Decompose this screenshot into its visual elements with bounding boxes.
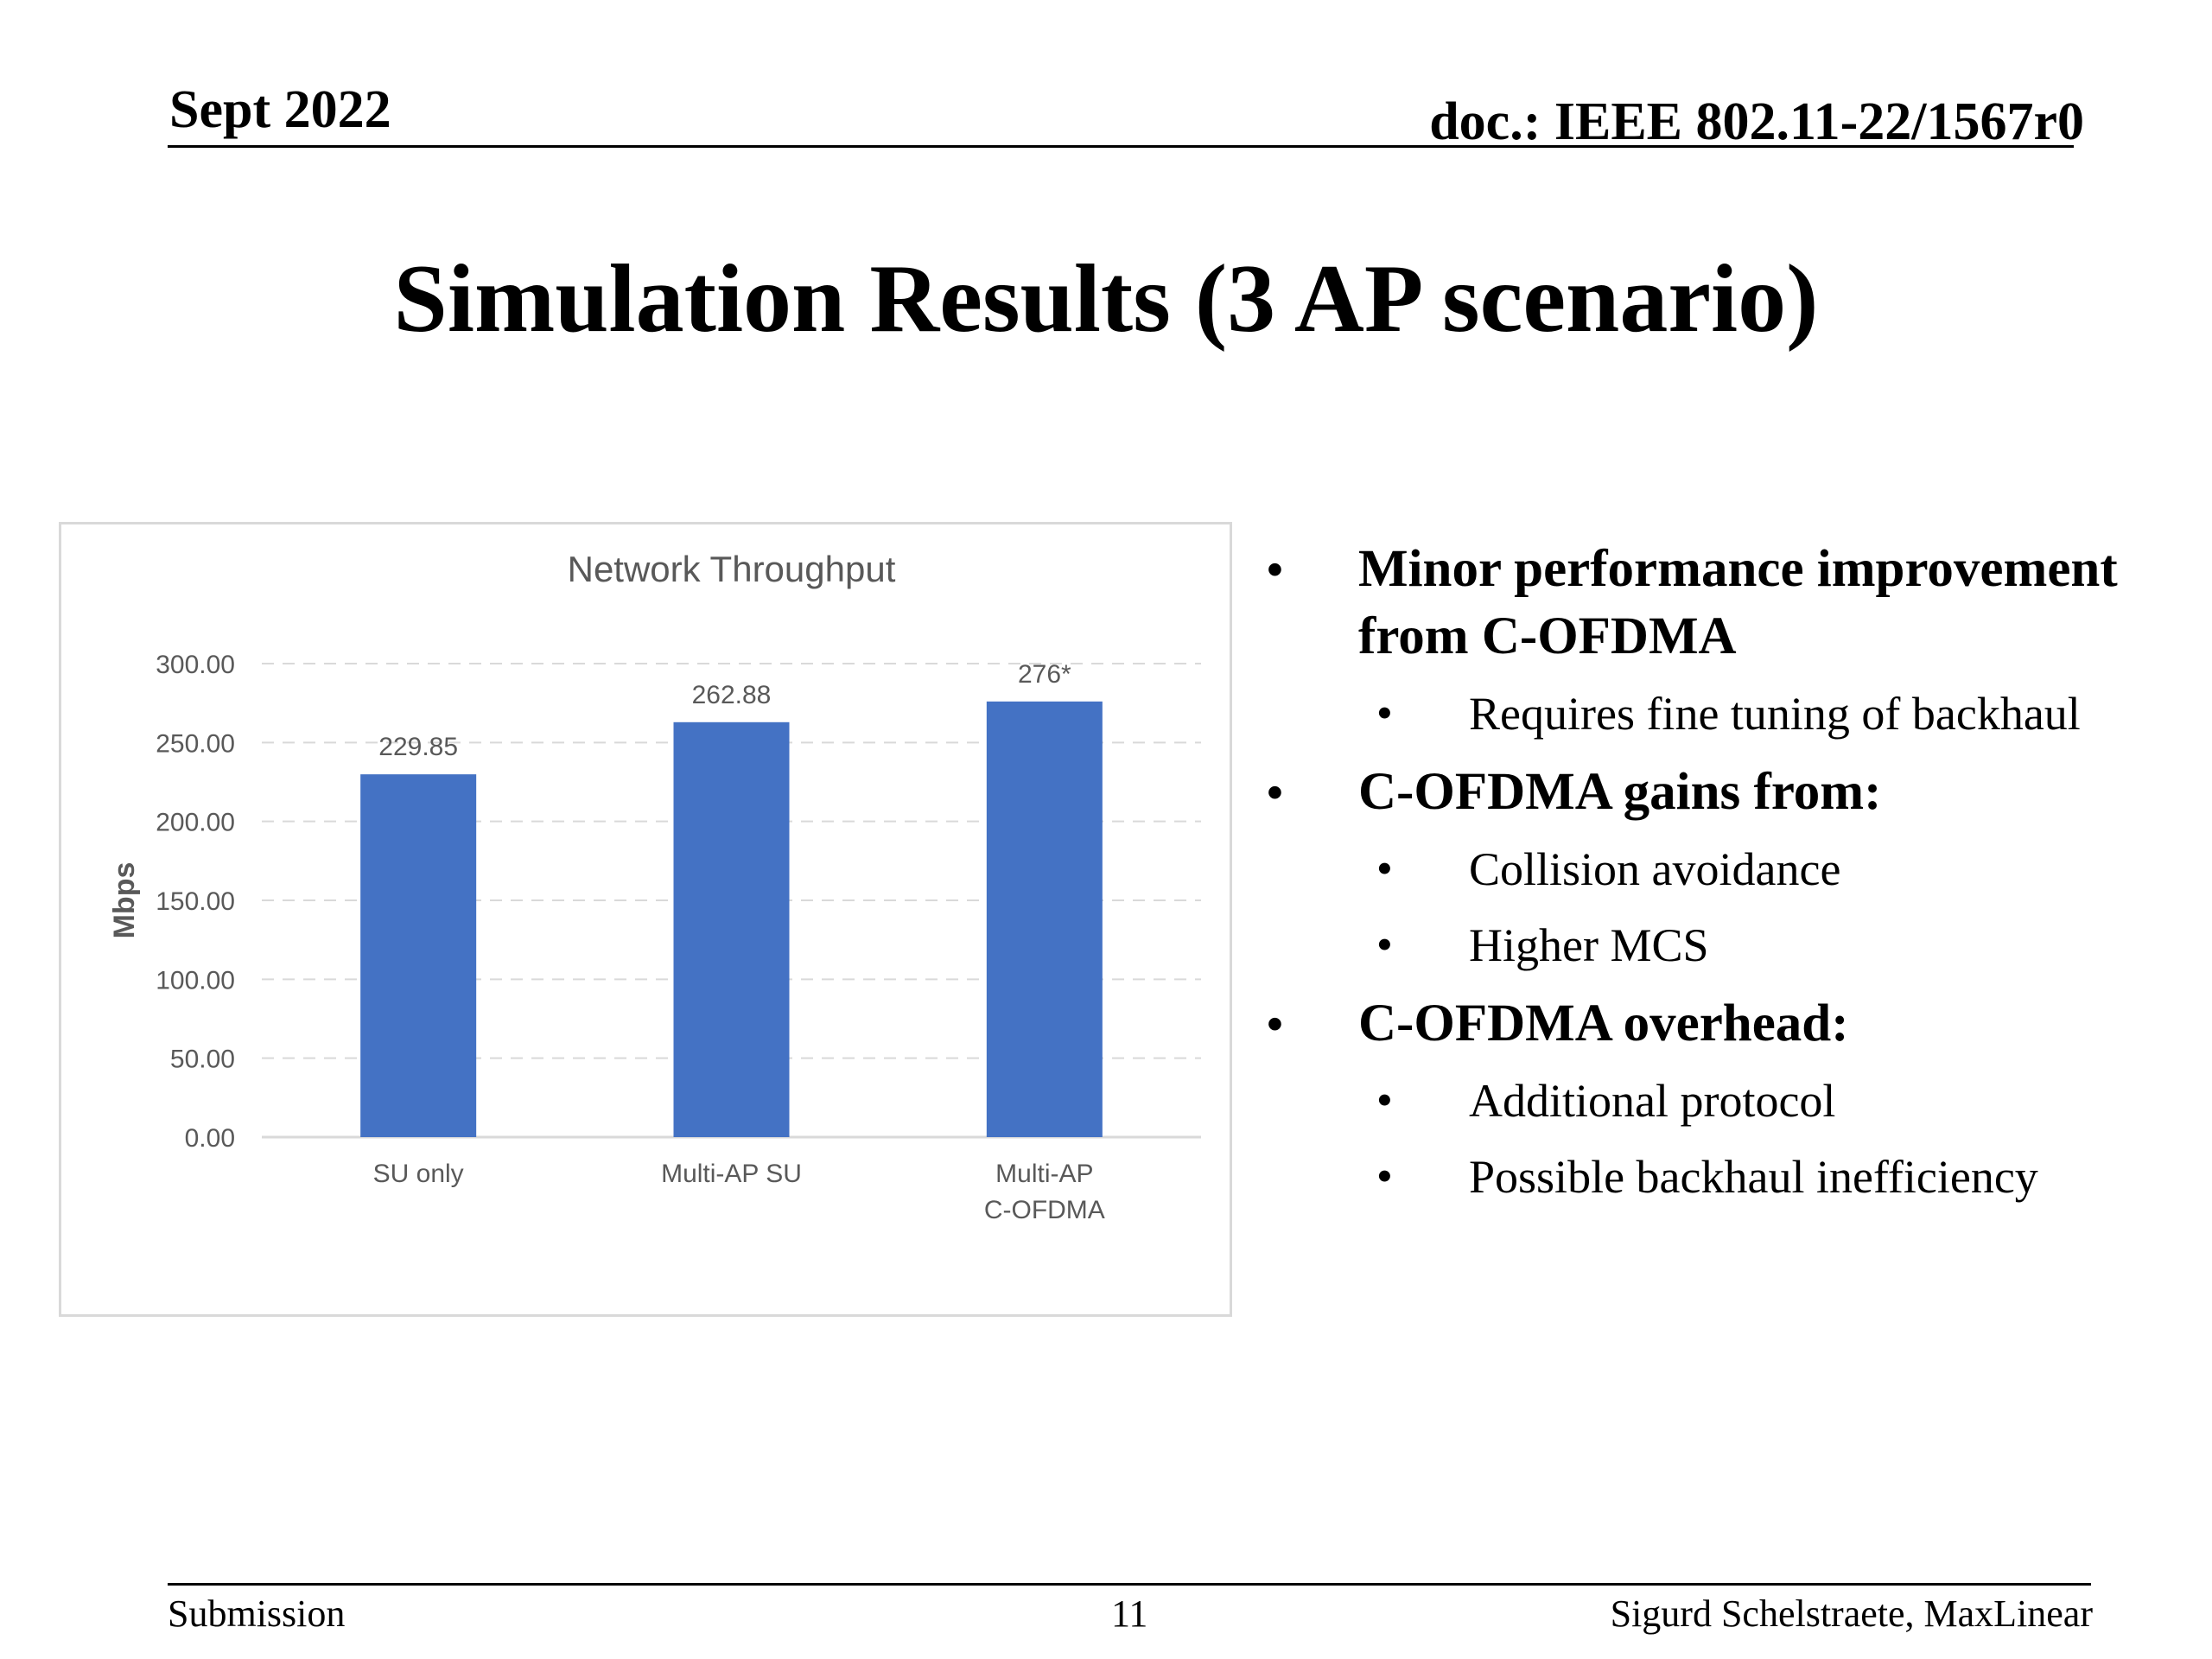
chart-title: Network Throughput — [568, 549, 896, 589]
footer-page-number: 11 — [1111, 1592, 1148, 1635]
y-tick-label: 100.00 — [156, 966, 235, 995]
sub-bullet-dot: • — [1377, 846, 1392, 892]
bar — [673, 721, 790, 1137]
header-date: Sept 2022 — [169, 80, 391, 139]
y-tick-label: 150.00 — [156, 887, 235, 916]
bullet-item: • C-OFDMA overhead: — [1267, 990, 2183, 1058]
sub-bullet-text: Possible backhaul inefficiency — [1469, 1151, 2038, 1203]
slide-title: Simulation Results (3 AP scenario) — [393, 245, 1819, 353]
bullet-dot: • — [1267, 543, 1283, 595]
y-tick-label: 0.00 — [185, 1124, 235, 1153]
sub-bullet-item: • Possible backhaul inefficiency — [1267, 1146, 2183, 1208]
bar — [360, 774, 477, 1137]
bullet-text: C-OFDMA gains from: — [1358, 763, 1882, 821]
data-label: 229.85 — [378, 733, 458, 761]
y-tick-label: 200.00 — [156, 809, 235, 837]
sub-bullet-dot: • — [1377, 690, 1392, 736]
sub-bullet-text: Requires fine tuning of backhaul — [1469, 688, 2081, 740]
sub-bullet-dot: • — [1377, 1154, 1392, 1199]
bullet-item: • C-OFDMA gains from: — [1267, 759, 2183, 826]
sub-bullet-item: • Higher MCS — [1267, 914, 2183, 976]
bar — [986, 701, 1103, 1137]
x-tick-label: Multi-AP SU — [661, 1160, 802, 1188]
footer-author: Sigurd Schelstraete, MaxLinear — [1610, 1592, 2093, 1635]
header-doc-number: doc.: IEEE 802.11-22/1567r0 — [1429, 92, 2084, 151]
footer-rule — [168, 1583, 2091, 1586]
sub-bullet-item: • Collision avoidance — [1267, 838, 2183, 900]
x-tick-label: C-OFDMA — [984, 1196, 1105, 1224]
x-tick-label: SU only — [373, 1160, 464, 1188]
sub-bullet-item: • Additional protocol — [1267, 1070, 2183, 1132]
data-label: 276* — [1018, 660, 1071, 689]
sub-bullet-item: • Requires fine tuning of backhaul — [1267, 683, 2183, 745]
data-label: 262.88 — [692, 681, 772, 709]
sub-bullet-dot: • — [1377, 922, 1392, 968]
bullet-text: Minor performance improvement from C-OFD… — [1358, 540, 2118, 665]
x-tick-label: Multi-AP — [995, 1160, 1093, 1188]
y-tick-label: 250.00 — [156, 729, 235, 758]
sub-bullet-text: Additional protocol — [1469, 1075, 1836, 1127]
y-axis-label: Mbps — [108, 862, 141, 939]
y-tick-label: 300.00 — [156, 651, 235, 679]
sub-bullet-text: Collision avoidance — [1469, 843, 1841, 895]
bullet-dot: • — [1267, 998, 1283, 1050]
bullet-text: C-OFDMA overhead: — [1358, 995, 1849, 1052]
y-tick-label: 50.00 — [170, 1046, 235, 1074]
sub-bullet-text: Higher MCS — [1469, 919, 1709, 971]
bullet-item: • Minor performance improvement from C-OF… — [1267, 536, 2183, 671]
throughput-chart: Network Throughput Mbps 0.00 50.00 100.00 150… — [108, 549, 1201, 1224]
sub-bullet-dot: • — [1377, 1077, 1392, 1123]
footer-submission: Submission — [168, 1592, 346, 1635]
bullet-dot: • — [1267, 766, 1283, 818]
bullet-list: • Minor performance improvement from C-OF… — [1267, 536, 2183, 1222]
header-rule — [168, 145, 2074, 148]
